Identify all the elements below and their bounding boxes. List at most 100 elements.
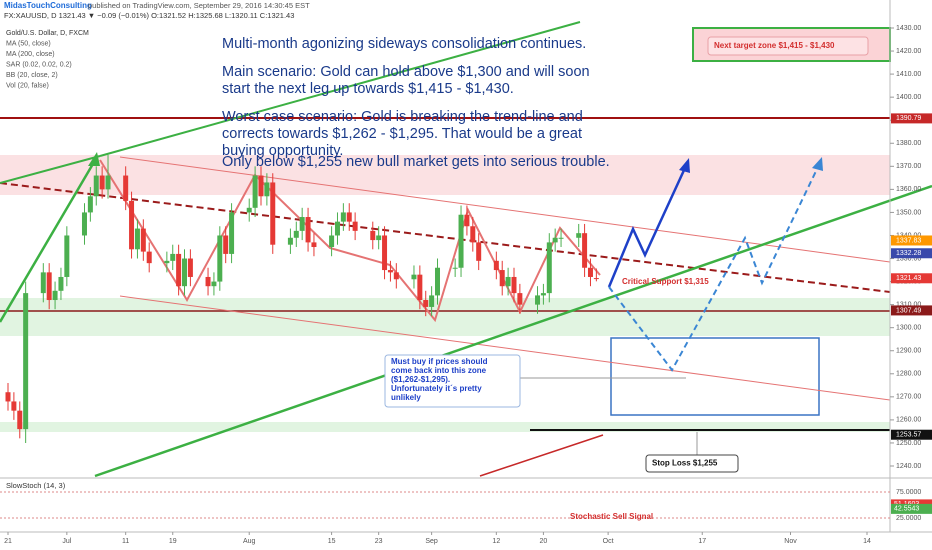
x-tick-label: 12 <box>492 538 500 545</box>
candle-body <box>535 295 541 305</box>
green-line <box>0 155 101 184</box>
x-tick-label: 19 <box>169 538 177 545</box>
candle-body <box>505 276 511 287</box>
price-label: 1337.83 <box>896 237 921 244</box>
annotation-text: Stochastic Sell Signal <box>570 512 653 521</box>
candle-body <box>252 175 258 208</box>
annotation-text: ($1,262-$1,295). <box>391 375 450 384</box>
candle <box>499 260 505 296</box>
price-label-box <box>891 248 932 259</box>
candle <box>5 383 11 411</box>
y-tick-label: 1250.00 <box>896 440 921 447</box>
candle <box>576 223 582 247</box>
commentary-line: Only below $1,255 new bull market gets i… <box>222 154 610 170</box>
candle <box>393 263 399 289</box>
candle <box>305 207 311 252</box>
candle <box>129 191 135 259</box>
candle-body <box>11 401 17 411</box>
candle-body <box>476 242 482 261</box>
candle <box>264 173 270 206</box>
candle-body <box>352 221 358 231</box>
candle-body <box>411 274 417 280</box>
candle-body <box>417 274 423 301</box>
legend-entry: Gold/U.S. Dollar, D, FXCM <box>6 30 89 37</box>
candle-body <box>340 212 346 222</box>
y-tick-label: 1280.00 <box>896 371 921 378</box>
x-tick-label: Oct <box>603 538 614 545</box>
support-zone <box>0 298 890 336</box>
stop-zone <box>0 422 890 432</box>
y-tick-label: 1290.00 <box>896 348 921 355</box>
annotation-text: Must buy if prices should <box>391 357 488 366</box>
ma200-segment <box>479 434 604 477</box>
legend-entry: SAR (0.02, 0.02, 0.2) <box>6 61 72 68</box>
candle <box>435 258 440 305</box>
price-label: 1321.43 <box>896 275 921 282</box>
candle-body <box>517 293 523 305</box>
arrow-head <box>88 152 100 166</box>
candle-body <box>587 267 593 277</box>
bull-scenario <box>607 167 687 288</box>
candle-body <box>293 230 299 238</box>
candle-body <box>299 217 305 231</box>
candle-body <box>217 235 223 282</box>
candle <box>458 205 464 277</box>
commentary-line: Worst case scenario: Gold is breaking th… <box>222 109 583 125</box>
y-tick-label: 1380.00 <box>896 140 921 147</box>
candle <box>182 249 188 296</box>
candle-body <box>246 207 252 213</box>
candle-body <box>458 214 464 268</box>
stoch-tick-label: 75.0000 <box>896 489 921 496</box>
y-tick-label: 1430.00 <box>896 25 921 32</box>
x-tick-label: 15 <box>328 538 336 545</box>
candle-body <box>40 272 46 294</box>
candle-body <box>329 235 335 247</box>
price-label: 1253.57 <box>896 432 921 439</box>
annotation-box <box>384 354 521 408</box>
price-label-box <box>891 305 932 316</box>
x-tick-label: Aug <box>243 538 256 545</box>
candle <box>587 258 593 287</box>
candle-body <box>382 235 388 271</box>
candle <box>17 401 23 439</box>
x-tick-label: 14 <box>863 538 871 545</box>
candle-body <box>223 235 229 254</box>
price-label: 1390.79 <box>896 115 921 122</box>
candle-body <box>270 182 276 245</box>
annotation-text: come back into this zone <box>391 366 487 375</box>
candle-body <box>305 217 311 243</box>
candle <box>334 212 340 245</box>
candle-body <box>64 235 70 277</box>
candle-body <box>123 175 129 201</box>
y-tick-label: 1410.00 <box>896 71 921 78</box>
candle-body <box>370 230 376 241</box>
candle-body <box>46 272 52 301</box>
candle <box>417 265 423 310</box>
price-label-box <box>891 113 932 124</box>
y-tick-label: 1330.00 <box>896 255 921 262</box>
candle-body <box>81 212 87 236</box>
candle <box>134 219 140 259</box>
legend-entry: Vol (20, false) <box>6 82 49 89</box>
buy-zone <box>610 337 820 416</box>
candle <box>517 283 523 314</box>
candle-body <box>52 290 58 301</box>
commentary-line: start the next leg up towards $1,415 - $… <box>222 81 514 97</box>
candle <box>299 207 305 241</box>
candle-body <box>429 295 435 307</box>
annotation-text: Next target zone $1,415 - $1,430 <box>714 41 835 50</box>
legend-entry: BB (20, close, 2) <box>6 72 58 79</box>
annotation-text: Critical Support $1,315 <box>622 277 709 286</box>
candle <box>58 267 64 301</box>
stoch-label-box <box>891 503 932 514</box>
candle <box>223 226 229 264</box>
candle-body <box>540 293 546 296</box>
x-tick-label: 21 <box>4 538 12 545</box>
candle-body <box>258 175 264 197</box>
y-tick-label: 1240.00 <box>896 463 921 470</box>
annotation-box <box>707 36 869 56</box>
publisher: MidasTouchConsulting <box>4 1 92 10</box>
candle <box>164 251 170 273</box>
candle-body <box>99 175 105 190</box>
